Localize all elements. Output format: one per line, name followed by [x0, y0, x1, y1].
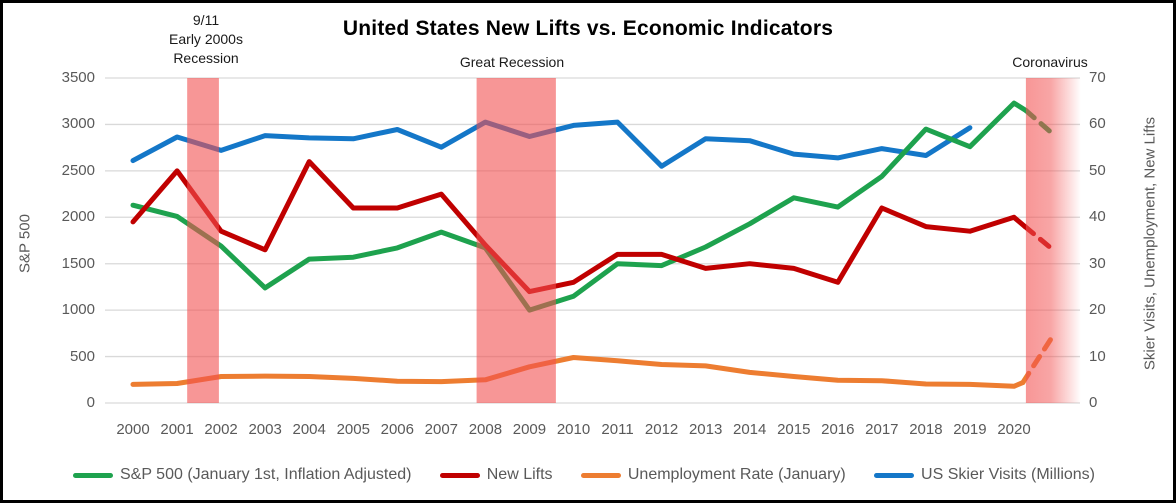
recession-band [187, 78, 219, 403]
left-axis-title: S&P 500 [16, 214, 34, 273]
legend-label: S&P 500 (January 1st, Inflation Adjusted… [120, 466, 412, 483]
legend-item: S&P 500 (January 1st, Inflation Adjusted… [73, 466, 411, 484]
legend-line-swatch [73, 472, 113, 478]
series-line [130, 355, 1026, 389]
legend-item: Unemployment Rate (January) [580, 466, 846, 484]
legend-label: New Lifts [486, 466, 553, 483]
chart-title: United States New Lifts vs. Economic Ind… [342, 17, 834, 40]
right-axis-title: Skier Visits, Unemployment, New Lifts [1141, 116, 1159, 371]
legend-label: US Skier Visits (Millions) [921, 466, 1095, 483]
legend-line-swatch [580, 472, 621, 478]
legend-item: US Skier Visits (Millions) [874, 466, 1095, 484]
legend-line-swatch [874, 472, 915, 478]
legend-item: New Lifts [439, 466, 553, 484]
recession-band [1025, 78, 1081, 403]
legend-line-swatch [439, 472, 480, 478]
legend-label: Unemployment Rate (January) [627, 466, 846, 483]
recession-band [476, 78, 556, 403]
chart-legend: S&P 500 (January 1st, Inflation Adjusted… [73, 464, 1095, 486]
series-line [130, 100, 1029, 313]
series-line [130, 159, 1028, 295]
gridlines [105, 77, 1080, 404]
